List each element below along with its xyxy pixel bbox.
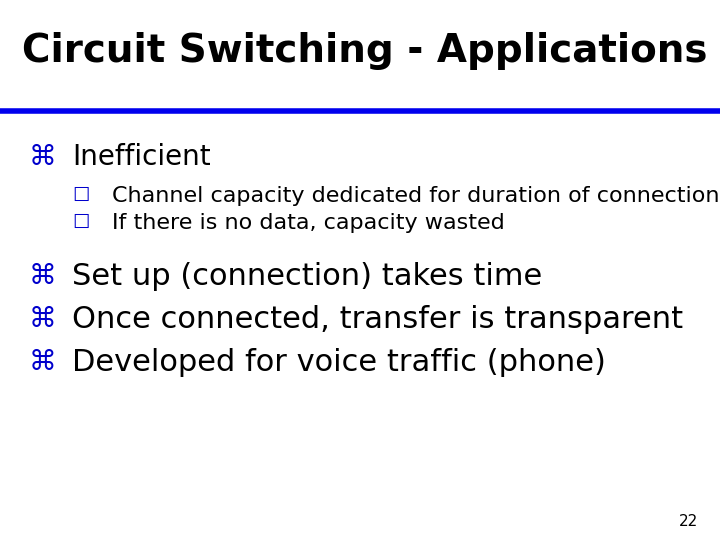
Text: ⌘: ⌘ <box>29 143 57 171</box>
Text: ⌘: ⌘ <box>29 262 57 290</box>
Text: Once connected, transfer is transparent: Once connected, transfer is transparent <box>72 305 683 334</box>
Text: If there is no data, capacity wasted: If there is no data, capacity wasted <box>112 213 504 233</box>
Text: ⌘: ⌘ <box>29 348 57 376</box>
Text: Set up (connection) takes time: Set up (connection) takes time <box>72 262 542 291</box>
Text: Circuit Switching - Applications: Circuit Switching - Applications <box>22 32 707 70</box>
Text: 22: 22 <box>679 514 698 529</box>
Text: ☐: ☐ <box>72 186 89 205</box>
Text: ☐: ☐ <box>72 213 89 232</box>
Text: Channel capacity dedicated for duration of connection: Channel capacity dedicated for duration … <box>112 186 719 206</box>
Text: Developed for voice traffic (phone): Developed for voice traffic (phone) <box>72 348 606 377</box>
Text: ⌘: ⌘ <box>29 305 57 333</box>
Text: Inefficient: Inefficient <box>72 143 211 171</box>
